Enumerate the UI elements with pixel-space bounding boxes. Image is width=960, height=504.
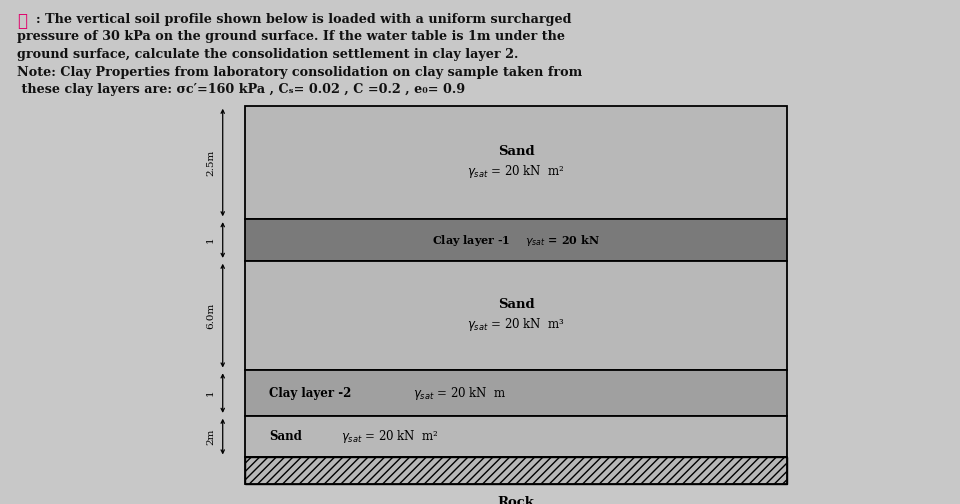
Text: 2.5m: 2.5m [206,149,215,176]
Text: 2m: 2m [206,428,215,445]
Text: Rock: Rock [497,496,535,504]
Text: Sand: Sand [269,430,301,443]
Text: $\it{\gamma}_{sat}$ = 20 kN  m³: $\it{\gamma}_{sat}$ = 20 kN m³ [467,316,565,333]
Text: 6.0m: 6.0m [206,302,215,329]
Text: $\it{\gamma}_{sat}$ = 20 kN  m: $\it{\gamma}_{sat}$ = 20 kN m [413,385,506,402]
Bar [245,106,787,219]
Text: $\it{\gamma}_{sat}$ = 20 kN  m²: $\it{\gamma}_{sat}$ = 20 kN m² [468,163,564,180]
Text: these clay layers are: σc′=160 kPa , Cₛ= 0.02 , C⁣ =0.2 , e₀= 0.9: these clay layers are: σc′=160 kPa , Cₛ=… [17,83,466,96]
Text: 1: 1 [206,390,215,397]
Text: : The vertical soil profile shown below is loaded with a uniform surcharged: : The vertical soil profile shown below … [36,13,572,26]
Bar [245,458,787,484]
Bar [245,416,787,458]
Text: 1: 1 [206,237,215,243]
Text: Sand: Sand [497,298,535,311]
Bar [245,261,787,370]
Text: pressure of 30 kPa on the ground surface. If the water table is 1m under the: pressure of 30 kPa on the ground surface… [17,30,565,43]
Text: Clay layer -2: Clay layer -2 [269,387,351,400]
Text: Sand: Sand [497,145,535,158]
Text: Clay layer -1    $\it{\gamma}_{sat}$ = 20 kN: Clay layer -1 $\it{\gamma}_{sat}$ = 20 k… [432,232,600,247]
Text: ground surface, calculate the consolidation settlement in clay layer 2.: ground surface, calculate the consolidat… [17,48,518,61]
Text: $\it{\gamma}_{sat}$ = 20 kN  m²: $\it{\gamma}_{sat}$ = 20 kN m² [341,428,439,445]
Text: ❖: ❖ [17,13,27,30]
Bar [245,370,787,416]
Bar [245,458,787,484]
Bar [245,219,787,261]
Text: Note: Clay Properties from laboratory consolidation on clay sample taken from: Note: Clay Properties from laboratory co… [17,66,583,79]
